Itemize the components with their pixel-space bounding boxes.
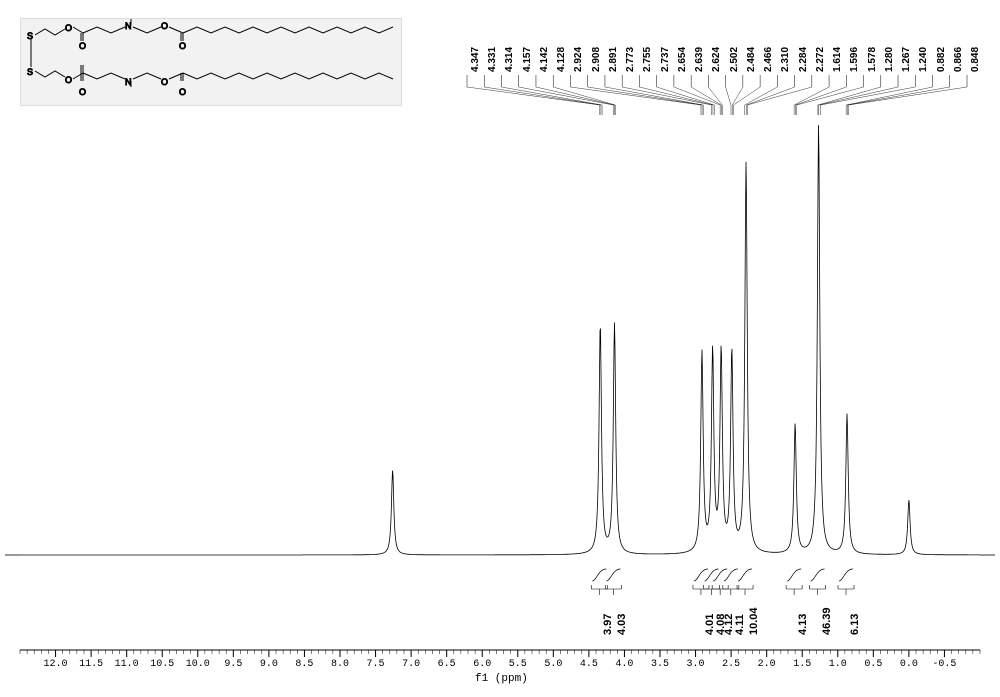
peak-label: 1.240 <box>918 47 929 72</box>
x-tick-label: 7.5 <box>367 659 385 670</box>
x-tick-label: 6.0 <box>473 659 491 670</box>
integral-label: 4.13 <box>797 614 809 635</box>
peak-label: 2.924 <box>573 47 584 72</box>
x-tick-label: 4.5 <box>580 659 598 670</box>
peak-label: 4.142 <box>539 47 550 72</box>
x-tick-label: 11.5 <box>79 659 103 670</box>
peak-label: 2.272 <box>815 47 826 72</box>
peak-label: 2.639 <box>694 47 705 72</box>
integral-label: 4.11 <box>734 614 746 635</box>
svg-text:O: O <box>79 87 86 97</box>
peak-label: 2.466 <box>763 47 774 72</box>
x-tick-label: 1.5 <box>793 659 811 670</box>
x-tick-label: 0.0 <box>900 659 918 670</box>
x-tick-label: 2.5 <box>722 659 740 670</box>
peak-label: 1.596 <box>849 47 860 72</box>
svg-text:O: O <box>65 23 72 33</box>
peak-label: 2.891 <box>608 47 619 72</box>
x-tick-label: 10.5 <box>150 659 174 670</box>
peak-label: 2.755 <box>642 47 653 72</box>
x-tick-label: 9.5 <box>224 659 242 670</box>
x-tick-label: 8.5 <box>295 659 313 670</box>
svg-text:O: O <box>79 41 86 51</box>
peak-label: 2.484 <box>746 47 757 72</box>
structure-svg: S O O N O O S O O N <box>21 19 401 105</box>
peak-label: 2.310 <box>780 47 791 72</box>
peak-label: 2.654 <box>677 47 688 72</box>
peak-label: 1.614 <box>832 47 843 72</box>
peak-label: 4.347 <box>470 47 481 72</box>
peak-label: 2.773 <box>625 47 636 72</box>
peak-label: 4.331 <box>487 47 498 72</box>
integral-label: 10.04 <box>748 607 760 635</box>
x-tick-label: 8.0 <box>331 659 349 670</box>
svg-text:O: O <box>161 77 168 87</box>
peak-label: 4.314 <box>504 47 515 72</box>
peak-label: 2.624 <box>711 47 722 72</box>
peak-label: 0.882 <box>936 47 947 72</box>
peak-label: 2.502 <box>729 47 740 72</box>
svg-text:O: O <box>65 75 72 85</box>
svg-text:O: O <box>161 21 168 31</box>
integral-label: 6.13 <box>849 614 861 635</box>
peak-label: 2.737 <box>660 47 671 72</box>
peak-label: 1.267 <box>901 47 912 72</box>
x-tick-label: 9.0 <box>260 659 278 670</box>
x-tick-label: 10.0 <box>186 659 210 670</box>
peak-label: 0.866 <box>953 47 964 72</box>
x-tick-label: 2.0 <box>758 659 776 670</box>
x-tick-label: -0.5 <box>932 659 956 670</box>
peak-label: 1.578 <box>867 47 878 72</box>
x-tick-label: 0.5 <box>864 659 882 670</box>
x-tick-label: 3.5 <box>651 659 669 670</box>
peak-label: 2.284 <box>798 47 809 72</box>
svg-text:O: O <box>179 41 186 51</box>
x-tick-label: 4.0 <box>615 659 633 670</box>
integral-label: 4.03 <box>616 614 628 635</box>
peak-label: 4.128 <box>556 47 567 72</box>
integral-label: 46.39 <box>821 607 833 635</box>
x-tick-label: 7.0 <box>402 659 420 670</box>
molecular-structure: S O O N O O S O O N <box>20 18 402 106</box>
integral-label: 3.97 <box>602 614 614 635</box>
x-tick-label: 3.0 <box>687 659 705 670</box>
x-axis-title: f1 (ppm) <box>475 673 528 685</box>
svg-text:S: S <box>27 31 33 41</box>
svg-text:S: S <box>27 67 33 77</box>
x-tick-label: 1.0 <box>829 659 847 670</box>
svg-text:O: O <box>179 87 186 97</box>
x-tick-label: 12.0 <box>44 659 68 670</box>
x-tick-label: 11.0 <box>115 659 139 670</box>
peak-label: 1.280 <box>884 47 895 72</box>
peak-label: 2.908 <box>591 47 602 72</box>
x-tick-label: 5.5 <box>509 659 527 670</box>
peak-label: 4.157 <box>522 47 533 72</box>
x-tick-label: 6.5 <box>438 659 456 670</box>
peak-label: 0.848 <box>970 47 981 72</box>
x-tick-label: 5.0 <box>544 659 562 670</box>
